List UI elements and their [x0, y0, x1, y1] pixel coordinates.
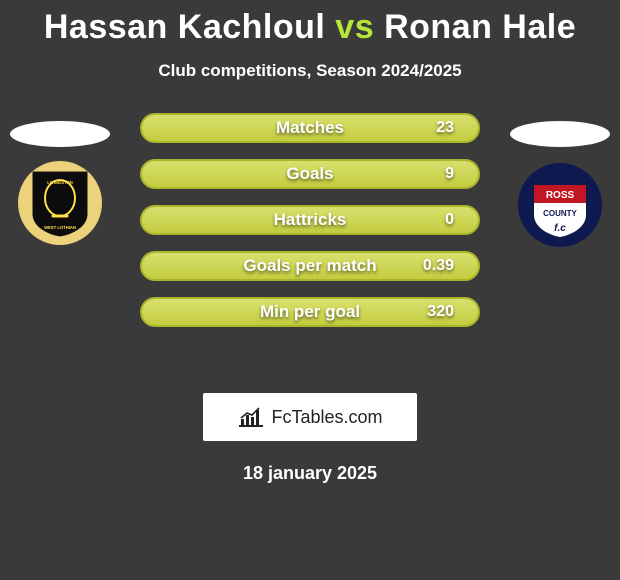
vs-text: vs	[335, 8, 374, 46]
stat-label: Matches	[142, 118, 478, 138]
shield-icon: LIVINGSTON WEST LOTHIAN	[29, 168, 91, 238]
player1-name: Hassan Kachloul	[44, 8, 325, 46]
stat-row: Min per goal 320	[140, 297, 480, 327]
main-area: LIVINGSTON WEST LOTHIAN ROSS COUNTY f.c …	[0, 123, 620, 363]
stat-label: Goals	[142, 164, 478, 184]
player2-name: Ronan Hale	[384, 8, 576, 46]
stat-row: Goals 9	[140, 159, 480, 189]
date-text: 18 january 2025	[0, 463, 620, 484]
svg-text:COUNTY: COUNTY	[543, 209, 577, 218]
branding-badge: FcTables.com	[203, 393, 417, 441]
pedestal-right	[510, 121, 610, 147]
infographic-container: Hassan Kachloul vs Ronan Hale Club compe…	[0, 0, 620, 580]
stats-bars: Matches 23 Goals 9 Hattricks 0 Goals per…	[140, 113, 480, 343]
stat-value-right: 0	[445, 211, 454, 229]
club-crest-left: LIVINGSTON WEST LOTHIAN	[18, 161, 102, 245]
branding-text: FcTables.com	[271, 407, 382, 428]
stat-value-right: 23	[436, 119, 454, 137]
stat-row: Hattricks 0	[140, 205, 480, 235]
svg-text:f.c: f.c	[554, 223, 566, 234]
stat-value-right: 9	[445, 165, 454, 183]
stat-value-right: 320	[427, 303, 454, 321]
bar-chart-icon	[237, 406, 265, 428]
svg-text:ROSS: ROSS	[546, 190, 575, 201]
stat-label: Hattricks	[142, 210, 478, 230]
title: Hassan Kachloul vs Ronan Hale	[0, 0, 620, 47]
svg-text:WEST LOTHIAN: WEST LOTHIAN	[44, 225, 76, 230]
club-crest-right: ROSS COUNTY f.c	[518, 163, 602, 247]
svg-text:LIVINGSTON: LIVINGSTON	[47, 180, 73, 185]
stat-value-right: 0.39	[423, 257, 454, 275]
pedestal-left	[10, 121, 110, 147]
stat-row: Matches 23	[140, 113, 480, 143]
stat-row: Goals per match 0.39	[140, 251, 480, 281]
subtitle: Club competitions, Season 2024/2025	[0, 61, 620, 81]
shield-icon: ROSS COUNTY f.c	[518, 163, 602, 247]
